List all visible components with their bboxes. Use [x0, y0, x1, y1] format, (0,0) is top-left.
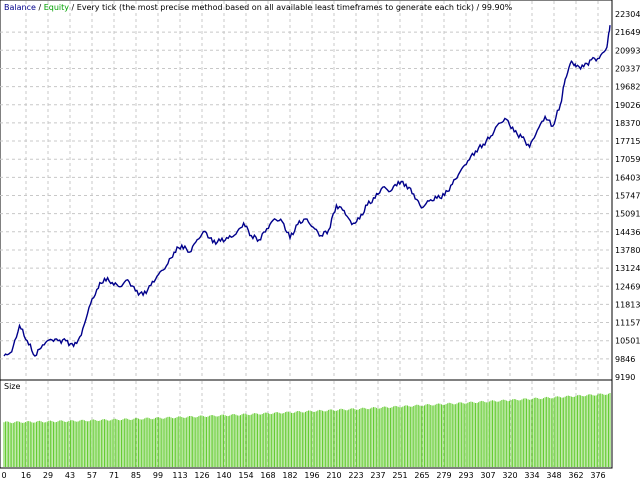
x-tick-label: 279	[436, 471, 451, 480]
x-tick-label: 182	[282, 471, 297, 480]
x-tick-label: 140	[216, 471, 231, 480]
y-tick-label: 13780	[615, 246, 640, 255]
x-tick-label: 293	[458, 471, 473, 480]
x-tick-label: 237	[370, 471, 385, 480]
x-tick-label: 362	[568, 471, 583, 480]
y-tick-label: 9190	[615, 373, 635, 382]
x-tick-label: 348	[546, 471, 561, 480]
legend-equity: Equity	[44, 3, 70, 12]
y-tick-label: 16403	[615, 173, 640, 182]
y-tick-label: 19682	[615, 83, 640, 92]
x-tick-label: 126	[194, 471, 209, 480]
x-tick-label: 85	[131, 471, 141, 480]
main-grid	[0, 1, 612, 379]
y-tick-label: 14436	[615, 228, 640, 237]
y-tick-label: 10501	[615, 337, 640, 346]
x-tick-label: 168	[260, 471, 275, 480]
x-tick-label: 29	[43, 471, 53, 480]
y-tick-label: 20993	[615, 46, 640, 55]
x-tick-label: 0	[1, 471, 6, 480]
x-tick-label: 210	[326, 471, 341, 480]
legend-balance: Balance	[4, 3, 36, 12]
x-tick-label: 16	[21, 471, 31, 480]
x-tick-label: 43	[65, 471, 75, 480]
x-tick-label: 99	[153, 471, 163, 480]
x-axis-ticks: 0 16 29 43 57 71 85 99 113 126 140 154 168 182 196 210 2…	[1, 471, 605, 480]
volume-bars	[3, 393, 611, 467]
y-tick-label: 9846	[615, 355, 635, 364]
x-tick-label: 223	[348, 471, 363, 480]
y-tick-label: 20337	[615, 64, 640, 73]
legend-model: Every tick (the most precise method base…	[77, 3, 474, 12]
x-tick-label: 196	[304, 471, 319, 480]
x-tick-label: 376	[590, 471, 605, 480]
volume-title: Size	[4, 382, 21, 391]
y-axis-ticks: 22304 21649 20993 20337 19682 19026 18370 17715…	[615, 10, 640, 382]
legend-quality: 99.90%	[482, 3, 513, 12]
y-tick-label: 19026	[615, 101, 640, 110]
x-tick-label: 320	[502, 471, 517, 480]
y-tick-label: 17715	[615, 137, 640, 146]
y-tick-label: 22304	[615, 10, 640, 19]
legend-sep-3: /	[474, 3, 482, 12]
x-tick-label: 334	[524, 471, 539, 480]
x-tick-label: 71	[109, 471, 119, 480]
y-tick-label: 18370	[615, 119, 640, 128]
y-tick-label: 17059	[615, 155, 640, 164]
y-tick-label: 15091	[615, 210, 640, 219]
x-tick-label: 57	[87, 471, 97, 480]
y-tick-label: 11813	[615, 300, 640, 309]
y-tick-label: 12469	[615, 282, 640, 291]
balance-line	[3, 25, 611, 357]
y-tick-label: 13124	[615, 264, 640, 273]
x-tick-label: 307	[480, 471, 495, 480]
y-tick-label: 11157	[615, 319, 640, 328]
y-tick-label: 21649	[615, 28, 640, 37]
chart-legend: Balance / Equity / Every tick (the most …	[4, 3, 513, 12]
legend-sep-2: /	[69, 3, 77, 12]
y-tick-label: 15747	[615, 192, 640, 201]
x-tick-label: 251	[392, 471, 407, 480]
x-tick-label: 265	[414, 471, 429, 480]
legend-sep-1: /	[36, 3, 44, 12]
x-tick-label: 113	[172, 471, 187, 480]
x-tick-label: 154	[238, 471, 253, 480]
